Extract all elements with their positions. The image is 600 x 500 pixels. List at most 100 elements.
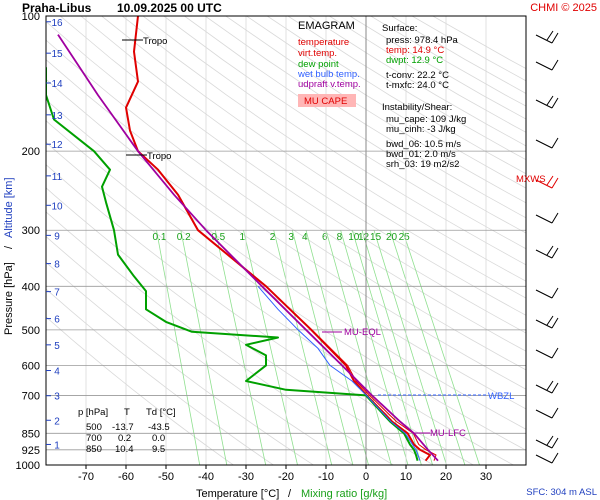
mixing-ratio-label: 4 [302,232,308,243]
mixing-ratio-line [291,230,354,465]
surface-dewpoint: dwpt: 12.9 °C [386,55,443,66]
mixing-ratio-line [273,230,333,465]
wind-barb [535,435,559,449]
pressure-tick-label: 300 [22,225,40,237]
pressure-tick-label: 600 [22,360,40,372]
dry-adiabat [46,21,526,352]
dry-adiabat [80,16,526,316]
legend-wet-bulb: wet bulb temp. [297,69,360,80]
info-panel: Surface: press: 978.4 hPa temp: 14.9 °C … [382,23,466,170]
wind-barb [535,315,559,329]
wind-barb [535,59,559,71]
wind-barb [535,30,559,44]
table-cell: 500 [86,422,102,433]
dry-adiabat [46,120,526,451]
dry-adiabat [432,16,526,69]
dry-adiabat [163,16,526,250]
x-tick-label: 0 [363,471,369,483]
pressure-tick-label: 925 [22,445,40,457]
altitude-tick-label: 16 [51,18,63,29]
wind-barb [535,137,559,149]
table-cell: 9.5 [152,444,165,455]
legend-title: EMAGRAM [298,20,355,32]
altitude-tick-label: 8 [54,260,60,271]
x-tick-label: -40 [198,471,214,483]
y-axis-label-altitude: Altitude [km] [3,177,15,238]
mu-eql-label: MU-EQL [344,327,381,338]
table-cell: -13.7 [112,422,134,433]
altitude-tick-label: 12 [51,140,63,151]
legend-dew-point: dew point [298,59,339,70]
mixing-ratio-label: 2 [270,232,276,243]
mixing-ratio-label: 0.2 [177,232,191,243]
series-line-dew-point [46,67,419,461]
mixing-ratio-line [243,230,298,465]
altitude-tick-label: 2 [54,416,60,427]
sounding-datetime: 10.09.2025 00 UTC [117,1,222,15]
wind-barb [535,212,559,224]
mu-lfc-label: MU-LFC [430,428,466,439]
srh-03-value: srh_03: 19 m2/s2 [386,159,459,170]
mixing-ratio-line [214,230,267,465]
wind-barb [535,245,559,259]
mixing-ratio-line [402,230,480,465]
y-axis-label-sep: / [3,245,15,249]
tropo-label-1: Tropo [143,36,167,47]
x-tick-label: -60 [118,471,134,483]
dry-adiabat [142,16,526,266]
altitude-tick-label: 14 [51,79,63,90]
mixing-ratio-line [305,230,369,465]
mixing-ratio-label: 12 [358,232,370,243]
tick-layer: -70 -60 -50 -40 -30 -20 -10 0 10 20 30 100 200 300 400… [16,11,493,483]
x-axis-label-temp: Temperature [°C] [196,488,279,500]
mixing-ratio-line [325,230,392,465]
table-cell: -43.5 [148,422,170,433]
altitude-tick-label: 6 [54,315,60,326]
x-tick-label: -10 [318,471,334,483]
mixing-ratio-label: 0.5 [211,232,225,243]
wind-barb [535,175,559,189]
mixing-ratio-line [361,230,433,465]
wind-barb [535,452,559,464]
dry-adiabat [46,99,526,430]
table-cell: 700 [86,433,102,444]
y-axis-label-pressure: Pressure [hPa] [3,262,15,335]
y-axis-label-group: Pressure [hPa] / Altitude [km] [3,177,15,335]
x-tick-label: -50 [158,471,174,483]
pressure-tick-label: 400 [22,281,40,293]
wind-barb [535,407,559,419]
surface-temp: temp: 14.9 °C [386,45,444,56]
mixing-ratio-line [156,230,201,465]
mixing-ratio-label: 0.1 [153,232,167,243]
legend-updraft: udpraft v.temp. [298,79,361,90]
wind-barb [535,347,559,359]
annotations: Tropo Tropo MU-EQL MU-LFC WBZL MXWS SFC:… [122,36,597,498]
altitude-tick-label: 1 [54,440,60,451]
x-axis-label-sep: / [288,488,292,500]
legend-temperature: temperature [298,37,349,48]
mixing-ratio-label: 6 [322,232,328,243]
table-cell: 10.4 [115,444,134,455]
pressure-tick-label: 200 [22,146,40,158]
wbzl-label: WBZL [488,391,514,402]
station-name: Praha-Libus [22,1,92,15]
x-tick-label: 30 [480,471,492,483]
table-header-td: Td [°C] [146,407,176,418]
legend-virt-temp: virt.temp. [298,48,337,59]
surface-title: Surface: [382,23,417,34]
altitude-tick-label: 3 [54,392,60,403]
level-table: p [hPa] T Td [°C] 500 -13.7 -43.5 700 0.… [78,407,176,455]
wind-barb [535,287,559,299]
dry-adiabat [184,16,526,234]
mixing-ratio-label: 3 [288,232,294,243]
t-mxfc: t-mxfc: 24.0 °C [386,80,449,91]
x-tick-label: 20 [440,471,452,483]
table-cell: 0.2 [118,433,131,444]
mixing-ratio-line [389,230,466,465]
dry-adiabat [59,16,526,334]
pressure-tick-label: 100 [22,11,40,23]
pressure-tick-label: 500 [22,325,40,337]
mixing-ratio-label: 20 [386,232,398,243]
table-cell: 0.0 [152,433,165,444]
